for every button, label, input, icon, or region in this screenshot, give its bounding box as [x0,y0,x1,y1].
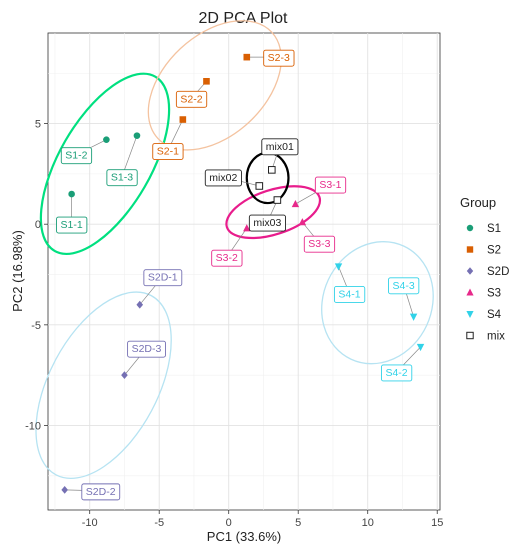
legend-label-s2d: S2D [487,266,509,278]
label-box-s2d-2 [81,483,121,501]
legend-label-s4: S4 [487,309,502,321]
legend-label-mix: mix [487,331,505,343]
ellipse-s1 [39,72,171,256]
point-s4-1 [334,263,343,271]
legend-marker-s4 [466,311,474,318]
x-tick-label: 5 [295,517,301,529]
point-s2d-1 [136,300,144,309]
y-axis-label: PC2 (16.98%) [10,230,25,312]
point-s3-3 [298,218,307,226]
legend: Group S1 S2 S2D S3 S4 mix [460,195,509,343]
label-box-mix03 [248,214,286,232]
legend-label-s2: S2 [487,245,501,257]
point-s2-1 [179,116,187,123]
point-mix02 [255,182,264,190]
label-s3-3: S3-3 [308,238,330,250]
label-box-s1-1 [56,216,88,234]
ellipse-s4 [321,241,434,365]
label-box-s4-1 [333,286,366,303]
x-tick-label: -5 [154,517,164,529]
group-ellipses [35,20,434,480]
data-points [61,53,425,494]
x-tick-label: 10 [362,517,374,529]
label-box-s3-1 [314,176,347,194]
label-s2d-3: S2D-3 [132,343,162,355]
chart-title: 2D PCA Plot [199,10,288,27]
ellipse-s2d [35,291,172,480]
legend-marker-mix [466,331,474,340]
label-box-s3-2 [211,249,243,267]
x-tick-label: -10 [82,517,98,529]
label-box-s2-3 [263,49,295,67]
axes: -10 -5 0 5 10 15 -10 -5 0 5 [25,119,443,529]
ellipse-s3 [225,185,322,240]
y-tick-label: 5 [35,119,41,131]
legend-marker-s2 [466,246,474,253]
label-s4-3: S4-3 [392,280,414,292]
legend-title: Group [460,195,496,210]
y-tick-label: 0 [35,219,41,231]
point-s1-3 [133,132,141,139]
point-s2-2 [203,78,210,85]
label-box-mix01 [261,138,299,156]
label-box-s1-3 [106,169,138,187]
x-axis-label: PC1 (33.6%) [207,529,281,544]
point-s1-1 [68,190,75,198]
label-s1-3: S1-3 [111,172,133,184]
legend-label-s3: S3 [487,288,501,300]
label-box-s4-3 [388,277,420,295]
label-box-s4-2 [380,364,413,382]
plot-panel [47,32,441,511]
ellipse-s2 [147,20,282,151]
label-s2d-1: S2D-1 [148,272,178,284]
label-s2d-2: S2D-2 [86,486,116,498]
legend-marker-s3 [466,288,474,296]
label-s4-1: S4-1 [338,288,360,300]
label-s3-2: S3-2 [216,252,238,264]
label-s4-2: S4-2 [385,367,407,379]
x-tick-label: 15 [431,517,443,529]
label-s2-2: S2-2 [180,93,202,105]
label-box-s2d-1 [143,269,183,287]
label-box-s2d-3 [127,340,166,358]
legend-marker-s1 [466,224,474,232]
label-box-s2-1 [152,143,184,160]
point-s2-3 [243,53,251,61]
x-tick-label: 0 [226,517,232,529]
point-s1-2 [103,136,110,143]
point-s3-2 [243,224,251,232]
point-s2d-3 [121,371,128,380]
label-box-mix02 [204,169,242,187]
point-s4-3 [409,313,418,321]
label-mix02: mix02 [209,172,237,184]
label-box-s1-2 [60,147,93,165]
y-tick-label: -5 [31,320,41,332]
point-s4-2 [416,343,425,352]
legend-label-s1: S1 [487,223,501,235]
label-s1-2: S1-2 [65,150,87,162]
point-s2d-2 [61,485,68,494]
label-mix01: mix01 [266,141,294,153]
point-mix03 [273,196,282,204]
point-mix01 [268,166,276,174]
label-mix03: mix03 [253,217,281,229]
point-labels: S1-1 S1-2 S1-3 S2-1 S2-2 S2-3 S2D-1 S2D-2 S2D-3 S… [56,49,420,501]
point-s3-1 [291,199,300,208]
label-s2-3: S2-3 [268,52,290,64]
label-box-s2-2 [175,90,208,108]
y-tick-label: -10 [25,420,41,432]
label-s1-1: S1-1 [61,219,83,231]
label-s2-1: S2-1 [157,146,179,158]
legend-marker-s2d [466,267,474,275]
label-s3-1: S3-1 [319,179,341,191]
label-box-s3-3 [303,235,336,253]
